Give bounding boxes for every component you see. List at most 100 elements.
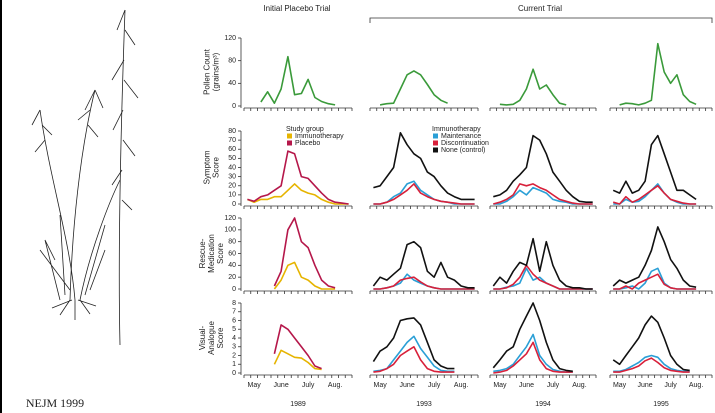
series-line bbox=[612, 315, 690, 372]
series-line bbox=[612, 134, 697, 201]
y-tick-label: 80 bbox=[228, 239, 236, 246]
y-tick-label: 80 bbox=[228, 58, 236, 65]
x-tick-label: June bbox=[274, 382, 289, 389]
y-axis-label: Analogue bbox=[207, 321, 216, 355]
y-tick-label: 0 bbox=[232, 201, 236, 208]
series-line bbox=[273, 261, 336, 290]
y-axis-label: Symptom bbox=[203, 150, 212, 184]
legend-label: Discontinuation bbox=[441, 140, 489, 147]
x-tick-label: June bbox=[519, 382, 534, 389]
y-tick-label: 4 bbox=[232, 335, 236, 342]
y-tick-label: 40 bbox=[228, 164, 236, 171]
x-tick-label: July bbox=[664, 382, 677, 389]
series-line bbox=[273, 349, 322, 371]
series-line bbox=[499, 68, 567, 106]
series-line bbox=[619, 42, 697, 106]
y-tick-label: 70 bbox=[228, 137, 236, 144]
x-tick-label: July bbox=[428, 382, 441, 389]
y-tick-label: 40 bbox=[228, 80, 236, 87]
series-line bbox=[493, 183, 593, 205]
x-tick-label: May bbox=[613, 382, 627, 389]
series-line bbox=[273, 324, 322, 370]
y-tick-label: 20 bbox=[228, 274, 236, 281]
grass-illustration bbox=[31, 9, 139, 346]
series-line bbox=[260, 55, 336, 106]
series-line bbox=[247, 183, 349, 205]
legend-swatch bbox=[433, 133, 438, 139]
legend-swatch bbox=[287, 133, 292, 139]
x-tick-label: Aug. bbox=[328, 382, 342, 389]
series-line bbox=[612, 226, 697, 288]
x-tick-label: Aug. bbox=[454, 382, 468, 389]
y-tick-label: 20 bbox=[228, 183, 236, 190]
y-axis-label: Pollen Count bbox=[203, 48, 212, 95]
series-line bbox=[493, 341, 573, 374]
series-line bbox=[613, 273, 697, 290]
footer: NEJM 1999 bbox=[26, 396, 84, 410]
y-tick-label: 0 bbox=[232, 286, 236, 293]
y-tick-label: 30 bbox=[228, 173, 236, 180]
series-line bbox=[493, 134, 593, 203]
series-line bbox=[373, 346, 455, 373]
y-axis-label: Visual- bbox=[198, 326, 207, 351]
x-tick-label: July bbox=[547, 382, 560, 389]
legend-label: None (control) bbox=[441, 147, 485, 154]
x-tick-label: May bbox=[248, 382, 262, 389]
legend-swatch bbox=[287, 140, 292, 146]
x-tick-label: June bbox=[400, 382, 415, 389]
series-line bbox=[492, 302, 573, 373]
y-axis-label: Medication bbox=[207, 234, 216, 273]
y-tick-label: 50 bbox=[228, 155, 236, 162]
series-line bbox=[273, 217, 336, 289]
series-line bbox=[247, 150, 349, 205]
legend-title: Immunotherapy bbox=[432, 126, 481, 133]
legend-swatch bbox=[433, 147, 438, 153]
y-tick-label: 5 bbox=[232, 326, 236, 333]
x-axis-label: 1993 bbox=[416, 401, 432, 408]
legend-label: Immunotherapy bbox=[295, 133, 344, 140]
y-axis-label: Score bbox=[216, 327, 225, 348]
legend-label: Maintenance bbox=[441, 133, 481, 140]
y-tick-label: 120 bbox=[224, 35, 236, 42]
y-tick-label: 60 bbox=[228, 250, 236, 257]
header-left: Initial Placebo Trial bbox=[263, 4, 330, 13]
series-line bbox=[373, 183, 475, 205]
series-line bbox=[379, 70, 448, 106]
y-axis-label: Score bbox=[216, 243, 225, 264]
y-tick-label: 1 bbox=[232, 361, 236, 368]
y-tick-label: 0 bbox=[232, 103, 236, 110]
y-tick-label: 80 bbox=[228, 128, 236, 135]
series-line bbox=[492, 237, 593, 290]
series-line bbox=[372, 240, 475, 289]
x-axis-label: 1995 bbox=[653, 401, 669, 408]
y-tick-label: 6 bbox=[232, 317, 236, 324]
y-tick-label: 7 bbox=[232, 309, 236, 316]
y-tick-label: 8 bbox=[232, 300, 236, 307]
header-right: Current Trial bbox=[518, 4, 562, 13]
y-tick-label: 3 bbox=[232, 344, 236, 351]
series-line bbox=[613, 354, 690, 373]
x-tick-label: Aug. bbox=[689, 382, 703, 389]
trial-bracket bbox=[369, 17, 713, 23]
series-line bbox=[373, 132, 475, 201]
legend-label: Placebo bbox=[295, 140, 320, 147]
x-axis-label: 1994 bbox=[535, 401, 551, 408]
y-tick-label: 2 bbox=[232, 352, 236, 359]
x-tick-label: May bbox=[493, 382, 507, 389]
y-tick-label: 60 bbox=[228, 146, 236, 153]
series-line bbox=[373, 276, 475, 290]
x-tick-label: Aug. bbox=[572, 382, 586, 389]
series-line bbox=[612, 185, 697, 205]
y-tick-label: 120 bbox=[224, 215, 236, 222]
legend-swatch bbox=[433, 140, 438, 146]
y-axis-label: (grains/m³) bbox=[212, 52, 221, 91]
x-tick-label: July bbox=[302, 382, 315, 389]
y-tick-label: 100 bbox=[224, 227, 236, 234]
y-tick-label: 10 bbox=[228, 192, 236, 199]
x-tick-label: May bbox=[374, 382, 388, 389]
series-line bbox=[493, 264, 593, 290]
y-axis-label: Score bbox=[212, 157, 221, 178]
y-tick-label: 0 bbox=[232, 370, 236, 377]
